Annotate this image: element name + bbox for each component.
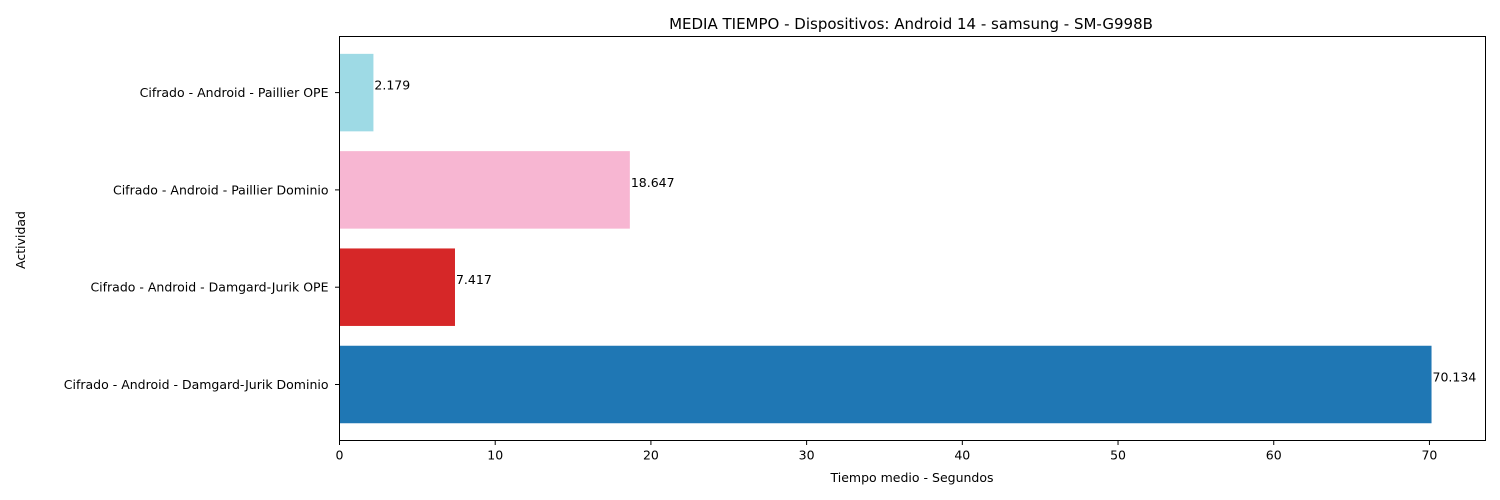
plot-frame <box>339 36 1486 441</box>
bar-1 <box>339 248 455 326</box>
x-tick-label-6: 60 <box>1266 448 1282 463</box>
bar-0 <box>339 345 1432 424</box>
x-tick-label-2: 20 <box>643 448 659 463</box>
x-tick-label-0: 0 <box>336 448 344 463</box>
y-tick-label-1: Cifrado - Android - Damgard-Jurik OPE <box>90 280 328 295</box>
y-axis-ticks: Cifrado - Android - Damgard-Jurik Domini… <box>64 85 340 392</box>
bar-value-label-2: 18.647 <box>631 175 675 190</box>
x-tick-label-3: 30 <box>799 448 815 463</box>
bar-value-label-0: 70.134 <box>1433 370 1477 385</box>
chart-title: MEDIA TIEMPO - Dispositivos: Android 14 … <box>669 15 1153 33</box>
x-tick-label-1: 10 <box>487 448 503 463</box>
x-tick-label-7: 70 <box>1421 448 1437 463</box>
y-tick-label-0: Cifrado - Android - Damgard-Jurik Domini… <box>64 377 329 392</box>
y-axis-label: Actividad <box>13 211 28 269</box>
x-tick-label-5: 50 <box>1110 448 1126 463</box>
x-axis-ticks: 0 10 20 30 40 50 60 70 <box>336 440 1437 463</box>
bar-value-label-3: 2.179 <box>374 78 410 93</box>
y-tick-label-2: Cifrado - Android - Paillier Dominio <box>113 182 329 197</box>
bar-2 <box>339 151 630 229</box>
y-tick-label-3: Cifrado - Android - Paillier OPE <box>140 85 329 100</box>
bar-3 <box>339 53 374 132</box>
x-tick-label-4: 40 <box>954 448 970 463</box>
bar-value-label-1: 7.417 <box>456 272 492 287</box>
bars-layer: 70.134 7.417 18.647 2.179 <box>339 53 1477 424</box>
x-axis-label: Tiempo medio - Segundos <box>829 470 993 485</box>
